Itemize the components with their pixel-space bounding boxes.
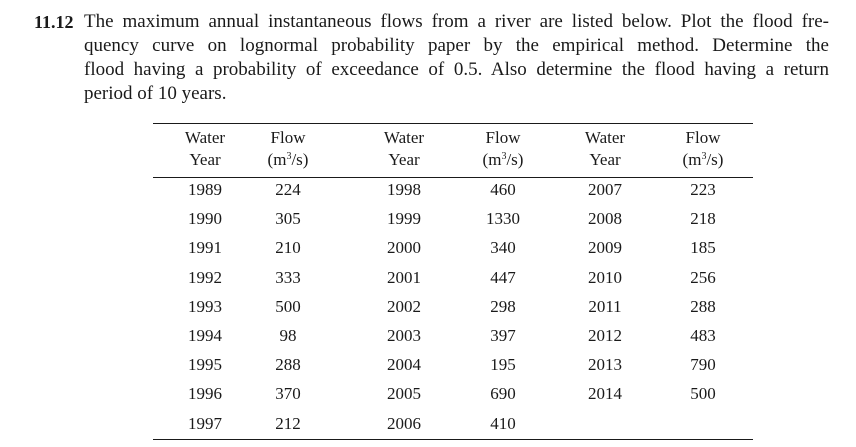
problem-text-line: period of 10 years.	[84, 83, 227, 104]
table-cell-year: 1998	[387, 180, 421, 199]
problem-text-line: The maximum annual instantaneous flows f…	[84, 11, 829, 32]
table-cell-year: 2010	[588, 267, 622, 287]
table-cell-flow: 218	[690, 209, 716, 229]
table-cell-year: 2014	[588, 384, 622, 404]
table-cell-flow: 790	[690, 355, 716, 375]
table-cell-year: 1992	[188, 267, 222, 287]
table-cell-year: 1995	[188, 355, 222, 375]
problem-text-line: quency curve on lognormal probability pa…	[84, 35, 829, 56]
table-cell-flow: 210	[275, 238, 301, 258]
table-cell-flow: 370	[275, 384, 301, 404]
table-cell-year: 2007	[588, 180, 622, 199]
table-cell-year: 1990	[188, 209, 222, 229]
table-cell-flow: 333	[275, 267, 301, 287]
table-cell-year: 2003	[387, 326, 421, 345]
table-cell-flow: 447	[490, 267, 516, 287]
problem-text-line: flood having a probability of exceedance…	[84, 59, 829, 80]
table-cell-year: 2011	[588, 296, 622, 316]
table-top-rule	[153, 123, 753, 124]
table-cell-year: 1999	[387, 209, 421, 229]
table-cell-flow: 224	[275, 180, 301, 199]
table-cell-year: 2006	[387, 413, 421, 433]
column-header-line1: Water	[584, 128, 626, 147]
table-cell-flow: 340	[490, 238, 516, 258]
table-cell-flow: 410	[490, 413, 516, 433]
table-cell-year: 2000	[387, 238, 421, 258]
table-cell-flow: 397	[490, 326, 516, 345]
column-header-line2: Year	[189, 150, 221, 169]
column-header-line1: Flow	[485, 128, 521, 147]
table-cell-flow: 460	[490, 180, 516, 199]
column-header-line2: (m3/s)	[682, 150, 724, 169]
column-header-line2: Year	[388, 150, 420, 169]
table-cell-flow: 690	[490, 384, 516, 404]
table-cell-flow: 98	[279, 326, 297, 345]
table-cell-year: 2002	[387, 296, 421, 316]
table-cell-year: 1997	[188, 413, 222, 433]
problem-text: The maximum annual instantaneous flows f…	[84, 10, 829, 106]
table-cell-flow: 185	[690, 238, 716, 258]
column-header-line1: Flow	[270, 128, 306, 147]
table-cell-year: 2005	[387, 384, 421, 404]
table-cell-year: 1994	[188, 326, 222, 345]
table-cell-flow: 298	[490, 296, 516, 316]
table-cell-flow: 256	[690, 267, 716, 287]
table-cell-year: 2013	[588, 355, 622, 375]
table-cell-year: 1996	[188, 384, 222, 404]
problem-number: 11.12	[34, 12, 74, 32]
table-cell-year: 1991	[188, 238, 222, 258]
table-cell-year: 1993	[188, 296, 222, 316]
column-header-line1: Water	[184, 128, 226, 147]
table-cell-year: 2004	[387, 355, 421, 375]
table-cell-flow: 500	[690, 384, 716, 404]
table-cell-flow: 305	[275, 209, 301, 229]
table-cell-year: 2001	[387, 267, 421, 287]
table-cell-flow: 288	[690, 296, 716, 316]
table-cell-year: 1989	[188, 180, 222, 199]
table-cell-flow: 223	[690, 180, 716, 199]
table-cell-flow: 195	[490, 355, 516, 375]
table-cell-year: 2008	[588, 209, 622, 229]
table-cell-flow: 1330	[486, 209, 520, 229]
table-cell-flow: 212	[275, 413, 301, 433]
table-bottom-rule	[153, 439, 753, 440]
table-cell-flow: 288	[275, 355, 301, 375]
table-cell-flow: 483	[690, 326, 716, 345]
column-header-line1: Flow	[685, 128, 721, 147]
table-cell-year: 2012	[588, 326, 622, 345]
column-header-line2: Year	[589, 150, 621, 169]
table-cell-flow: 500	[275, 296, 301, 316]
column-header-line1: Water	[383, 128, 425, 147]
column-header-line2: (m3/s)	[267, 150, 309, 169]
table-cell-year: 2009	[588, 238, 622, 258]
column-header-line2: (m3/s)	[482, 150, 524, 169]
table-header-rule	[153, 177, 753, 178]
